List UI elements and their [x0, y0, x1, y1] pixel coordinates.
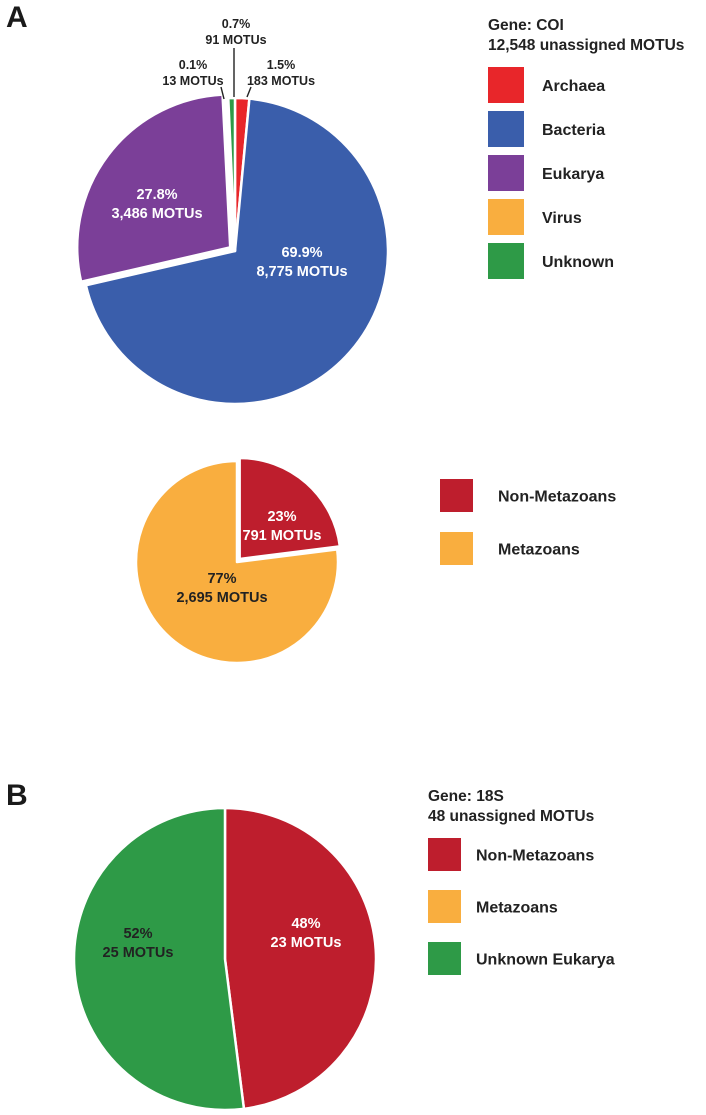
legend-label-non-metazoans: Non-Metazoans	[476, 848, 594, 865]
slice-non-metazoans	[223, 806, 378, 1111]
data-label-non-metazoans: 23% 791 MOTUs	[243, 509, 322, 544]
data-label-non-metazoans: 48% 23 MOTUs	[271, 916, 342, 951]
panel-a-letter: A	[6, 1, 28, 34]
data-label-unknown-eukarya: 52% 25 MOTUs	[103, 926, 174, 961]
data-label-bacteria: 69.9% 8,775 MOTUs	[256, 245, 347, 280]
legend-label-bacteria: Bacteria	[542, 122, 605, 139]
legend-label-eukarya: Eukarya	[542, 166, 604, 183]
data-label-unknown: 0.7% 91 MOTUs	[205, 17, 266, 47]
legend-swatch-metazoans	[428, 890, 461, 923]
slice-bacteria	[84, 97, 390, 406]
legend-label-unknown-eukarya: Unknown Eukarya	[476, 952, 615, 969]
legend-title: Gene: 18S 48 unassigned MOTUs	[428, 788, 594, 825]
legend-title: Gene: COI 12,548 unassigned MOTUs	[488, 17, 684, 54]
legend-label-metazoans: Metazoans	[476, 900, 558, 917]
leader-line-virus	[220, 86, 225, 100]
leader-line-archaea	[246, 86, 252, 98]
legend-label-unknown: Unknown	[542, 254, 614, 271]
data-label-archaea: 1.5% 183 MOTUs	[247, 58, 315, 88]
slice-eukarya	[76, 93, 232, 283]
slice-non-metazoans	[238, 456, 342, 561]
legend-swatch-eukarya	[488, 155, 524, 191]
slice-metazoans	[134, 459, 340, 665]
legend-swatch-non-metazoans	[428, 838, 461, 871]
data-label-metazoans: 77% 2,695 MOTUs	[176, 571, 267, 606]
legend-swatch-bacteria	[488, 111, 524, 147]
legend-swatch-non-metazoans	[440, 479, 473, 512]
legend-swatch-unknown-eukarya	[428, 942, 461, 975]
legend-label-virus: Virus	[542, 210, 582, 227]
legend-swatch-virus	[488, 199, 524, 235]
legend-swatch-metazoans	[440, 532, 473, 565]
legend-swatch-unknown	[488, 243, 524, 279]
panel-b-letter: B	[6, 779, 28, 812]
legend-label-archaea: Archaea	[542, 78, 605, 95]
data-label-eukarya: 27.8% 3,486 MOTUs	[111, 187, 202, 222]
legend-label-metazoans: Metazoans	[498, 542, 580, 559]
slice-unknown	[227, 96, 237, 253]
legend-label-non-metazoans: Non-Metazoans	[498, 489, 616, 506]
coi-pie-chart: 1.5% 183 MOTUs 69.9% 8,775 MOTUs 27.8% 3,486 …	[76, 17, 684, 406]
legend-swatch-archaea	[488, 67, 524, 103]
data-label-virus: 0.1% 13 MOTUs	[162, 58, 223, 88]
eukarya-pie-chart: 23% 791 MOTUs 77% 2,695 MOTUs Non-Metazoans M…	[134, 456, 616, 665]
18s-pie-chart: 48% 23 MOTUs 52% 25 MOTUs Gene: 18S 48 unassi…	[72, 788, 615, 1112]
slice-unknown-eukarya	[72, 806, 246, 1112]
